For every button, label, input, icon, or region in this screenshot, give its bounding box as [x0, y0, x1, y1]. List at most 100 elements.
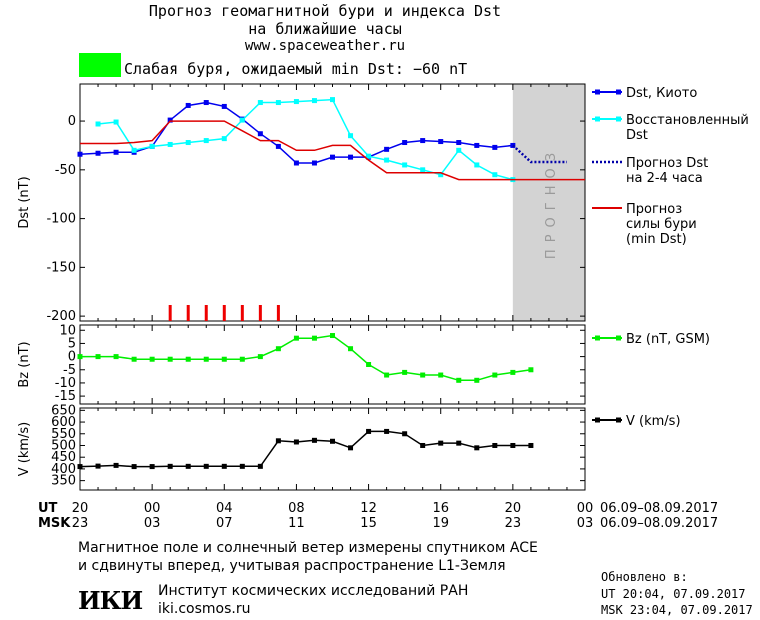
data-point	[221, 136, 227, 142]
data-point	[95, 354, 101, 360]
msk-tick-label: 23	[505, 516, 522, 531]
forecast-band	[512, 84, 585, 321]
data-point	[257, 131, 263, 137]
data-point	[330, 154, 335, 160]
legend-swatch-marker	[616, 116, 621, 122]
data-point	[456, 140, 462, 146]
y-tick-label: 0	[68, 350, 76, 365]
data-point	[185, 356, 191, 362]
data-point	[149, 143, 155, 149]
data-point	[239, 463, 245, 469]
ut-tick-label: 20	[505, 501, 522, 516]
data-point	[95, 150, 101, 156]
y-tick-label: 650	[51, 403, 76, 418]
data-point	[366, 428, 372, 434]
data-point	[510, 142, 516, 148]
data-point	[149, 356, 155, 362]
data-point	[167, 356, 173, 362]
data-point	[257, 354, 263, 360]
site-url[interactable]: www.spaceweather.ru	[244, 38, 406, 54]
ut-date-range: 06.09–08.09.2017	[600, 501, 718, 516]
data-point	[402, 162, 408, 168]
chart-title-line1: Прогноз геомагнитной бури и индекса Dst	[148, 2, 502, 20]
data-point	[492, 442, 498, 448]
updated-label: Обновлено в:	[601, 570, 688, 584]
data-point	[330, 97, 335, 103]
legend-swatch-marker	[595, 335, 600, 341]
msk-axis-label: MSK	[38, 516, 71, 531]
msk-tick-label: 23	[72, 516, 89, 531]
y-tick-label: -5	[63, 363, 76, 378]
data-point	[113, 354, 119, 360]
legend-swatch-marker	[595, 417, 600, 423]
legend-swatch-marker	[616, 417, 621, 423]
y-tick-label: -10	[55, 376, 76, 391]
data-point	[293, 160, 299, 166]
legend-label: силы бури	[626, 217, 697, 232]
data-point	[420, 167, 426, 173]
data-point	[311, 98, 317, 104]
data-point	[167, 141, 173, 147]
series-line	[512, 144, 567, 164]
institute-name: Институт космических исследований РАН	[158, 583, 469, 599]
y-tick-label: 450	[51, 450, 76, 465]
institute-url[interactable]: iki.cosmos.ru	[158, 601, 251, 617]
data-point	[456, 440, 462, 446]
data-point	[438, 172, 444, 178]
storm-status-text: Слабая буря, ожидаемый min Dst: −60 nT	[124, 60, 468, 78]
panel-frame	[79, 407, 586, 491]
ut-tick-label: 00	[144, 501, 161, 516]
data-point	[131, 464, 137, 470]
data-point	[330, 438, 335, 444]
y-axis-label: Dst (nT)	[17, 176, 32, 228]
data-point	[528, 442, 534, 448]
data-point	[402, 431, 408, 437]
data-point	[77, 464, 83, 470]
data-point	[474, 445, 480, 451]
storm-status-indicator	[79, 53, 121, 77]
data-point	[474, 377, 480, 383]
data-point	[275, 346, 281, 352]
data-point	[474, 162, 480, 168]
chart-title-line2: на ближайшие часы	[248, 20, 402, 38]
data-point	[528, 367, 534, 373]
data-point	[167, 117, 173, 123]
ut-tick-label: 20	[72, 501, 89, 516]
data-point	[293, 335, 299, 341]
y-tick-label: 350	[51, 474, 76, 489]
legend-label: Dst, Киото	[626, 86, 697, 101]
data-point	[293, 99, 299, 105]
data-point	[77, 354, 83, 360]
msk-tick-label: 03	[577, 516, 594, 531]
ut-axis-label: UT	[38, 501, 58, 516]
iki-logo: ИКИ	[78, 586, 143, 615]
data-point	[113, 462, 119, 468]
legend-label: на 2-4 часа	[626, 171, 703, 186]
data-point	[510, 369, 516, 375]
data-point	[293, 439, 299, 445]
data-point	[492, 172, 498, 178]
y-tick-label: -100	[46, 212, 76, 227]
legend-swatch-marker	[616, 335, 621, 341]
data-point	[348, 346, 354, 352]
legend-label: Bz (nT, GSM)	[626, 332, 710, 347]
data-point	[456, 147, 462, 153]
y-tick-label: 10	[59, 323, 76, 338]
y-tick-label: -50	[55, 163, 76, 178]
y-axis-label: V (km/s)	[17, 422, 32, 477]
data-point	[384, 428, 390, 434]
data-point	[275, 438, 281, 444]
legend-swatch-marker	[595, 89, 600, 95]
series-line	[80, 430, 531, 468]
y-tick-label: -150	[46, 260, 76, 275]
data-point	[402, 140, 408, 146]
data-point	[185, 102, 191, 108]
data-point	[95, 463, 101, 469]
data-point	[77, 151, 83, 157]
msk-tick-label: 11	[288, 516, 305, 531]
legend-label: (min Dst)	[626, 232, 687, 247]
updated-ut: UT 20:04, 07.09.2017	[601, 587, 746, 601]
y-tick-label: 600	[51, 415, 76, 430]
data-point	[438, 139, 444, 145]
